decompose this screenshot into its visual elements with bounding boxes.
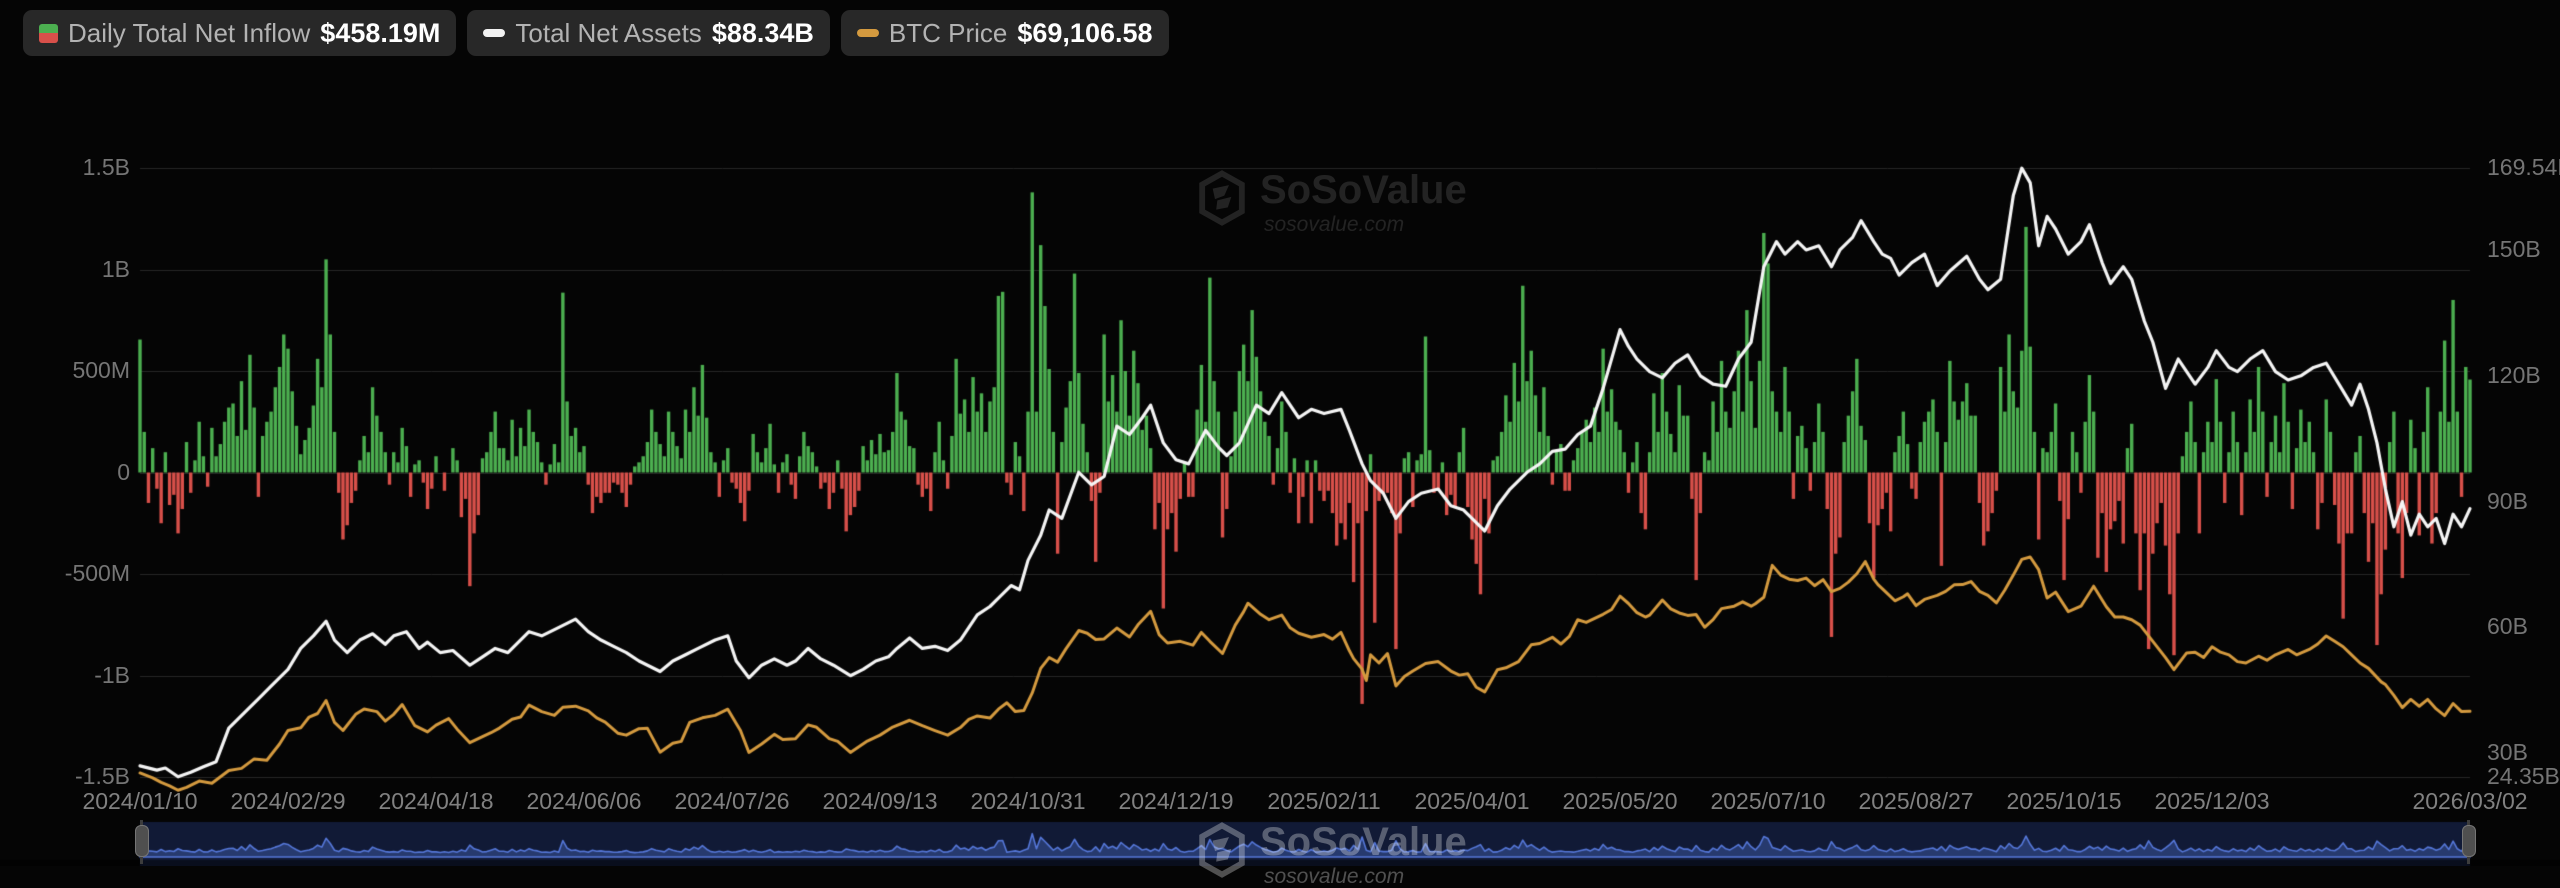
legend-label: Daily Total Net Inflow [68, 17, 311, 48]
x-axis-label: 2024/12/19 [1118, 788, 1234, 814]
legend-label: Total Net Assets [515, 17, 702, 48]
y-axis-label-left: -1B [94, 661, 130, 688]
y-axis-label-right: 24.35B [2487, 763, 2560, 789]
watermark-subtitle: sosovalue.com [1264, 865, 1405, 888]
legend-value: $458.19M [320, 17, 441, 48]
y-axis-label-right: 169.54B [2487, 154, 2560, 180]
legend-value: $69,106.58 [1017, 17, 1153, 48]
x-axis-label: 2024/07/26 [674, 788, 790, 814]
x-axis-label: 2025/12/03 [2154, 788, 2270, 814]
chart-legend: Daily Total Net Inflow $458.19M Total Ne… [23, 10, 1169, 56]
x-axis-label: 2025/08/27 [1858, 788, 1974, 814]
navigator[interactable] [140, 820, 2472, 866]
legend-label: BTC Price [888, 17, 1008, 48]
y-axis-label-left: 0 [117, 458, 130, 485]
y-axis-label-left: 500M [72, 357, 130, 383]
y-axis-label-left: -1.5B [75, 763, 130, 789]
x-axis-label: 2024/02/29 [230, 788, 346, 814]
y-axis-label-right: 60B [2487, 613, 2528, 640]
legend-value: $88.34B [711, 17, 814, 48]
x-axis-label: 2024/06/06 [526, 788, 642, 814]
legend-item-btc-price[interactable]: BTC Price $69,106.58 [840, 10, 1169, 56]
x-axis-label: 2024/04/18 [378, 788, 494, 814]
y-axis-label-left: 1B [101, 255, 130, 282]
y-axis-label-right: 150B [2487, 235, 2541, 262]
y-axis-label-right: 90B [2487, 487, 2528, 514]
x-axis-label: 2025/02/11 [1267, 788, 1381, 814]
x-axis-label: 2024/09/13 [822, 788, 938, 814]
x-axis-label: 2024/10/31 [970, 788, 1086, 814]
x-axis-label: 2026/03/02 [2412, 788, 2528, 814]
y-axis-label-left: 1.5B [82, 154, 130, 180]
legend-item-daily-net-inflow[interactable]: Daily Total Net Inflow $458.19M [23, 10, 457, 56]
y-axis-label-right: 30B [2487, 739, 2528, 766]
x-axis-label: 2025/05/20 [1562, 788, 1678, 814]
x-axis-label: 2024/01/10 [82, 788, 198, 814]
navigator-right-handle[interactable] [2462, 825, 2476, 857]
y-axis-label-left: -500M [64, 560, 130, 586]
y-axis-label-right: 120B [2487, 361, 2541, 388]
x-axis-label: 2025/10/15 [2006, 788, 2122, 814]
legend-item-total-net-assets[interactable]: Total Net Assets $88.34B [467, 10, 830, 56]
dash-orange-icon [856, 29, 879, 37]
navigator-left-handle[interactable] [135, 825, 149, 857]
x-axis-label: 2025/04/01 [1414, 788, 1530, 814]
dash-white-icon [483, 29, 506, 37]
bar-green-red-icon [39, 23, 58, 43]
x-axis-label: 2025/07/10 [1710, 788, 1826, 814]
main-chart-canvas[interactable] [0, 0, 2560, 866]
